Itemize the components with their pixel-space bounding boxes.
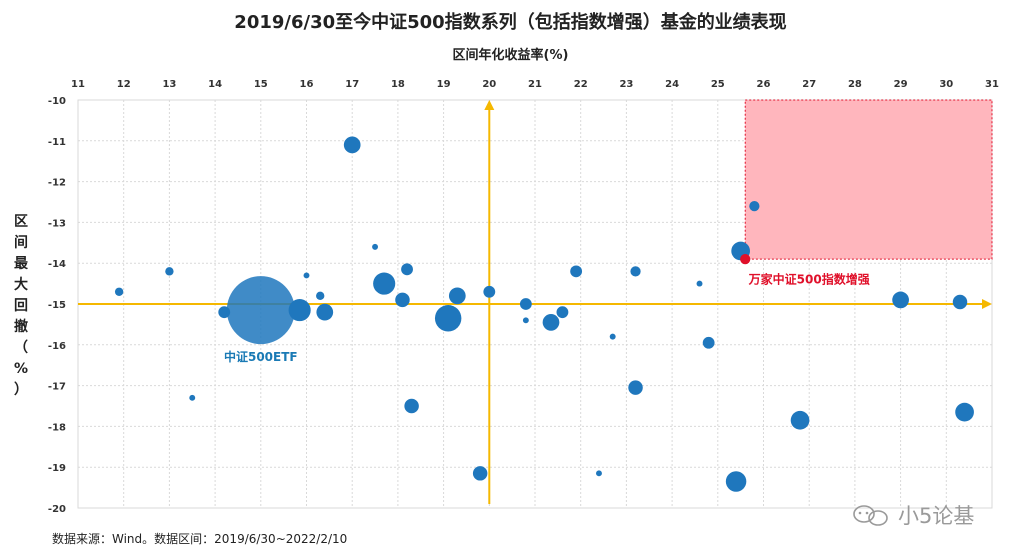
x-tick-label: 20	[482, 79, 496, 90]
horizontal-arrow-head	[982, 299, 992, 309]
y-tick-label: -19	[48, 463, 66, 474]
y-axis-label-char: 撤	[14, 319, 28, 335]
y-tick-label: -17	[48, 382, 66, 393]
x-tick-label: 14	[208, 79, 222, 90]
y-axis-label-char: 最	[14, 256, 28, 272]
data-point	[725, 471, 747, 492]
x-tick-label: 29	[894, 79, 908, 90]
x-tick-label: 13	[162, 79, 176, 90]
y-tick-label: -11	[48, 137, 66, 148]
x-tick-label: 31	[985, 79, 999, 90]
data-point	[702, 336, 715, 349]
x-tick-label: 16	[300, 79, 314, 90]
data-point	[522, 317, 529, 324]
data-point	[404, 398, 419, 414]
y-tick-label: -16	[48, 341, 66, 352]
highlight-region	[744, 99, 993, 260]
data-point	[556, 306, 569, 319]
data-point	[749, 200, 760, 212]
data-point	[955, 402, 974, 422]
x-tick-label: 21	[528, 79, 542, 90]
y-axis-label: 区间最大回撤 （% ）	[10, 212, 32, 401]
x-tick-label: 17	[345, 79, 359, 90]
chart-title: 2019/6/30至今中证500指数系列（包括指数增强）基金的业绩表现	[234, 12, 787, 33]
data-point	[448, 287, 466, 305]
y-axis-label-char: （	[14, 340, 28, 356]
x-tick-label: 28	[848, 79, 862, 90]
data-point	[542, 313, 560, 331]
data-point	[630, 266, 641, 277]
y-axis-label-char: 大	[14, 277, 28, 293]
wechat-watermark-icon	[853, 505, 888, 526]
vertical-arrow-head	[484, 100, 495, 110]
y-tick-label: -10	[48, 96, 66, 107]
data-point	[316, 303, 334, 321]
y-tick-label: -12	[48, 178, 66, 189]
x-tick-label: 19	[437, 79, 451, 90]
y-tick-label: -15	[48, 300, 66, 311]
y-tick-label: -14	[48, 259, 66, 270]
data-point	[952, 294, 968, 310]
data-point	[114, 287, 124, 296]
x-tick-label: 22	[574, 79, 588, 90]
x-tick-label: 24	[665, 79, 679, 90]
data-point	[483, 285, 496, 298]
data-point	[372, 243, 379, 250]
y-axis-label-char: 间	[14, 235, 28, 251]
data-point	[434, 305, 462, 332]
x-tick-label: 12	[117, 79, 131, 90]
data-point	[596, 470, 602, 477]
data-point	[628, 380, 643, 395]
x-tick-label: 11	[71, 79, 85, 90]
data-source-note: 数据来源：Wind。数据区间：2019/6/30~2022/2/10	[52, 532, 348, 546]
data-point	[790, 410, 810, 430]
x-axis-label: 区间年化收益率(%)	[452, 48, 569, 63]
x-tick-label: 30	[939, 79, 953, 90]
x-tick-label: 26	[757, 79, 771, 90]
data-point	[570, 265, 583, 278]
data-point	[401, 263, 413, 276]
y-axis-label-char: ）	[14, 382, 28, 398]
annotation-label: 万家中证500指数增强	[748, 272, 870, 287]
data-point	[288, 299, 311, 322]
y-tick-label: -20	[48, 504, 66, 515]
data-point	[165, 267, 174, 276]
y-axis-label-char: 回	[14, 298, 28, 314]
y-axis-label-char: %	[13, 361, 29, 377]
data-point	[609, 333, 616, 340]
x-tick-label: 18	[391, 79, 405, 90]
x-tick-label: 15	[254, 79, 268, 90]
data-point	[343, 136, 361, 154]
data-point	[189, 394, 196, 401]
y-tick-label: -13	[48, 218, 66, 229]
annotation-label: 中证500ETF	[224, 349, 298, 364]
data-point	[395, 292, 410, 308]
data-point	[892, 291, 909, 309]
data-point	[519, 298, 532, 310]
y-axis-label-char: 区	[14, 214, 28, 230]
data-point	[226, 276, 295, 345]
x-tick-label: 27	[802, 79, 816, 90]
data-point	[373, 272, 396, 295]
data-point	[316, 291, 325, 301]
x-tick-label: 25	[711, 79, 725, 90]
x-tick-label: 23	[619, 79, 633, 90]
data-point	[472, 466, 488, 481]
y-tick-label: -18	[48, 422, 66, 433]
data-point	[696, 280, 703, 287]
data-point	[740, 254, 751, 265]
data-point	[303, 272, 310, 279]
watermark-text: 小5论基	[898, 504, 975, 528]
